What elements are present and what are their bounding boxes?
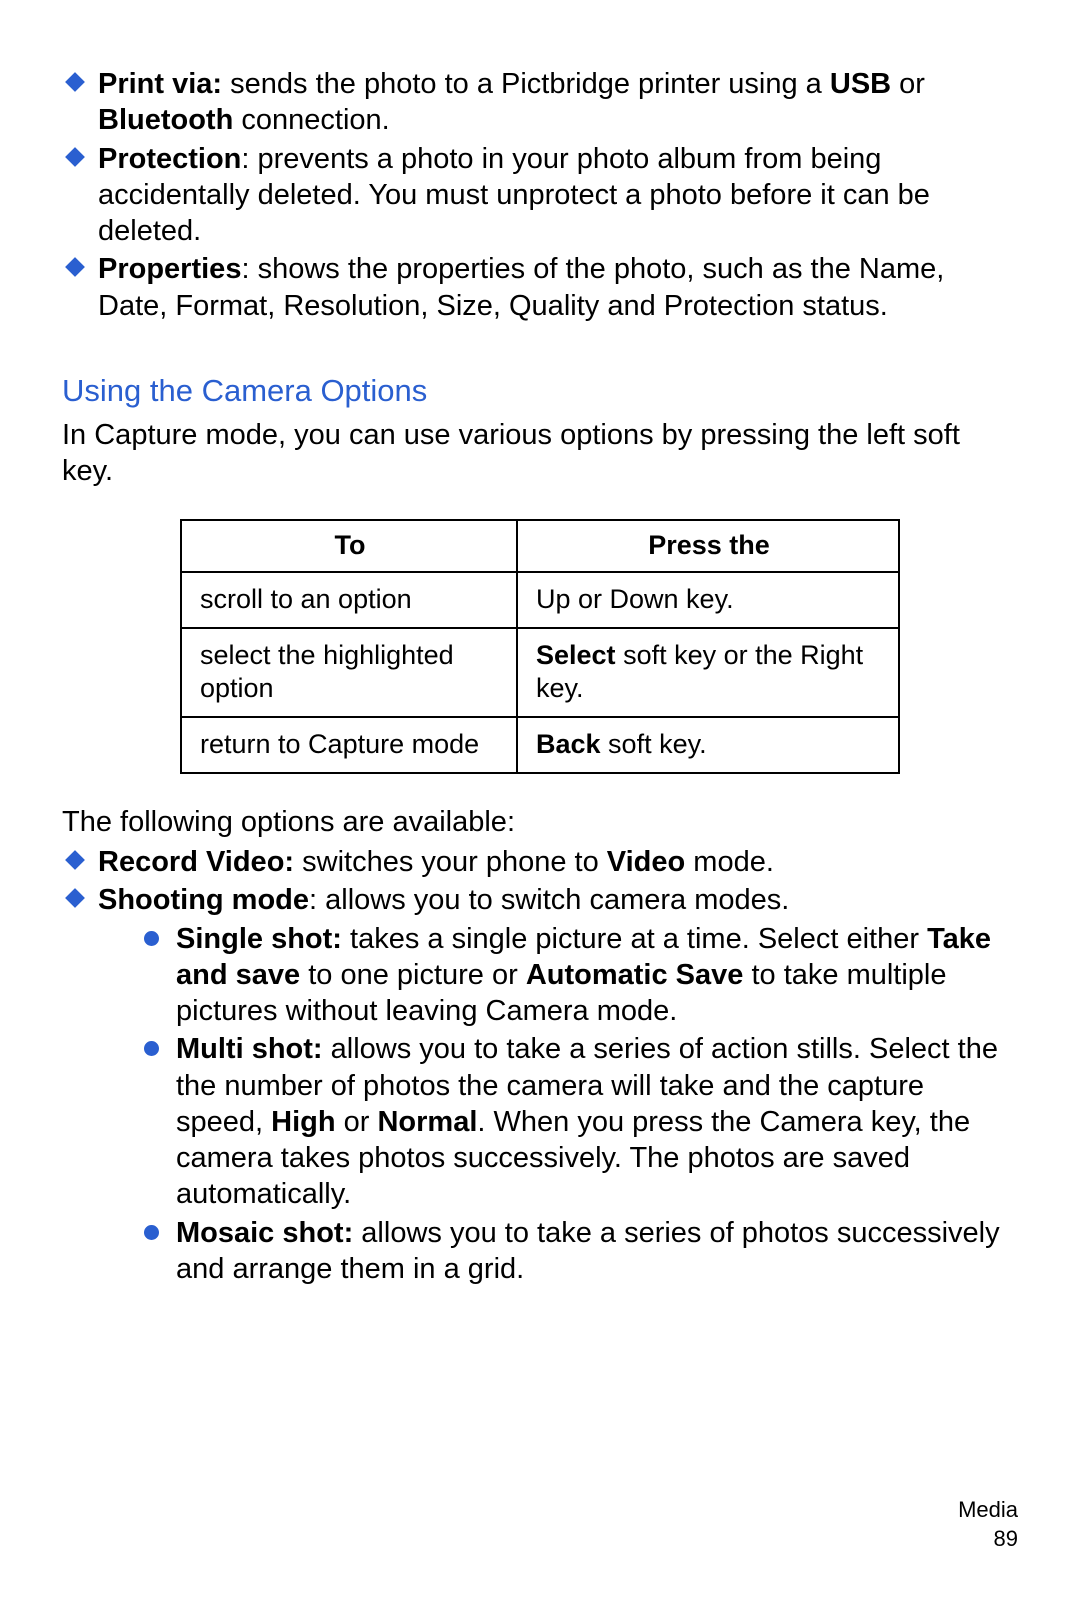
table-cell: select the highlighted option [181, 628, 517, 718]
text: switches your phone to [294, 846, 607, 878]
text: to one picture or [300, 959, 526, 991]
bold: Back [536, 729, 601, 759]
shooting-mode-sublist: Single shot: takes a single picture at a… [98, 921, 1018, 1288]
table-cell: Up or Down key. [517, 572, 899, 628]
bullet-print-via: Print via: sends the photo to a Pictbrid… [62, 66, 1018, 139]
bullet-protection: Protection: prevents a photo in your pho… [62, 141, 1018, 250]
bullet-single-shot: Single shot: takes a single picture at a… [136, 921, 1018, 1030]
table-row: scroll to an option Up or Down key. [181, 572, 899, 628]
options-table: To Press the scroll to an option Up or D… [180, 519, 900, 774]
table-header: To [181, 520, 517, 572]
table-cell: Back soft key. [517, 717, 899, 773]
bold: USB [830, 68, 891, 100]
top-bullet-list: Print via: sends the photo to a Pictbrid… [62, 66, 1018, 324]
document-page: Print via: sends the photo to a Pictbrid… [0, 0, 1080, 1620]
table-cell: return to Capture mode [181, 717, 517, 773]
text: sends the photo to a Pictbridge printer … [222, 68, 830, 100]
text: soft key. [601, 729, 707, 759]
term: Shooting mode [98, 884, 309, 916]
text: or [336, 1106, 378, 1138]
footer-page-number: 89 [958, 1524, 1018, 1554]
bold: Automatic Save [526, 959, 744, 991]
bullet-mosaic-shot: Mosaic shot: allows you to take a series… [136, 1215, 1018, 1288]
bold: Select [536, 640, 616, 670]
table-header: Press the [517, 520, 899, 572]
intro-paragraph: In Capture mode, you can use various opt… [62, 417, 1018, 490]
options-intro: The following options are available: [62, 804, 1018, 840]
term: Single shot: [176, 923, 342, 955]
bold: High [271, 1106, 335, 1138]
bullet-record-video: Record Video: switches your phone to Vid… [62, 844, 1018, 880]
options-bullet-list: Record Video: switches your phone to Vid… [62, 844, 1018, 1287]
text: mode. [685, 846, 774, 878]
table-cell: scroll to an option [181, 572, 517, 628]
footer-section: Media [958, 1495, 1018, 1525]
text: : allows you to switch camera modes. [309, 884, 789, 916]
bold: Bluetooth [98, 104, 233, 136]
term: Record Video: [98, 846, 294, 878]
table-row: select the highlighted option Select sof… [181, 628, 899, 718]
table-row: return to Capture mode Back soft key. [181, 717, 899, 773]
section-heading: Using the Camera Options [62, 372, 1018, 411]
text: takes a single picture at a time. Select… [342, 923, 927, 955]
bold: Video [607, 846, 685, 878]
page-content: Print via: sends the photo to a Pictbrid… [62, 66, 1018, 1289]
term: Properties [98, 253, 241, 285]
text: Up or Down key. [536, 584, 734, 614]
term: Mosaic shot: [176, 1217, 353, 1249]
bold: Normal [377, 1106, 477, 1138]
bullet-multi-shot: Multi shot: allows you to take a series … [136, 1031, 1018, 1212]
term: Print via: [98, 68, 222, 100]
text: or [891, 68, 925, 100]
bullet-shooting-mode: Shooting mode: allows you to switch came… [62, 882, 1018, 1287]
term: Multi shot: [176, 1033, 323, 1065]
term: Protection [98, 143, 241, 175]
table-header-row: To Press the [181, 520, 899, 572]
bullet-properties: Properties: shows the properties of the … [62, 251, 1018, 324]
table-cell: Select soft key or the Right key. [517, 628, 899, 718]
text: connection. [233, 104, 389, 136]
page-footer: Media 89 [958, 1495, 1018, 1554]
